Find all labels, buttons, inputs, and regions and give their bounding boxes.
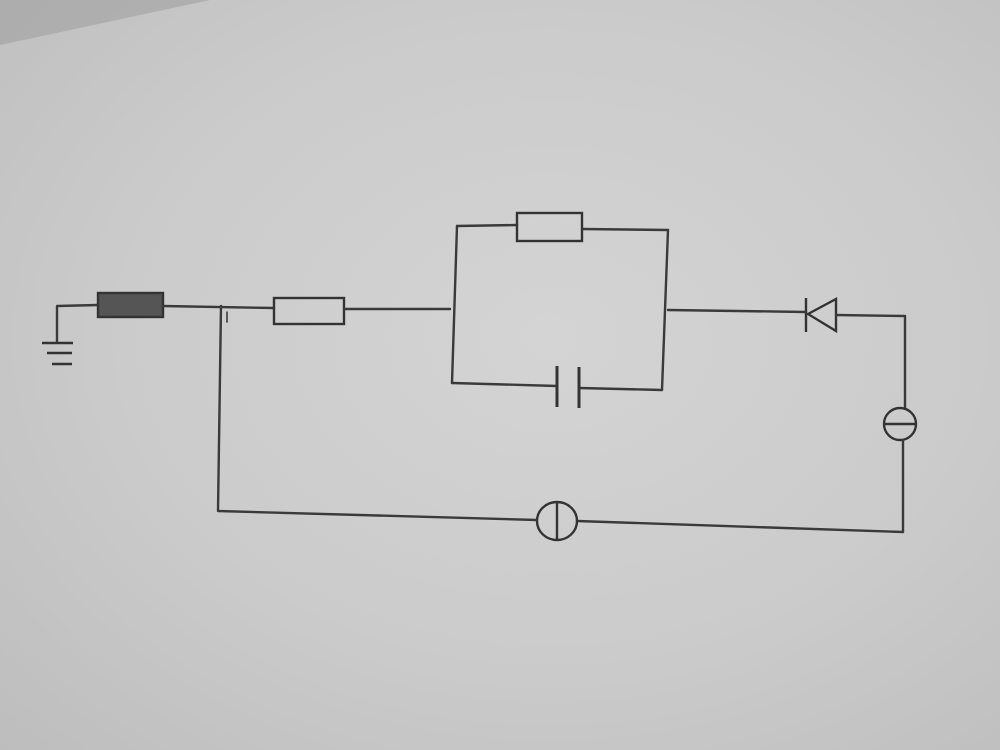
wire-bottom-left [216,304,539,522]
resistor-icon [272,296,346,326]
parallel-right-rail [660,228,670,392]
ground-icon [42,303,100,366]
wire-to-diode [666,308,808,314]
parallel-top-branch [455,223,670,232]
capacitor-icon [555,366,581,408]
wire-right-top [834,313,907,410]
diode-icon [804,296,838,334]
source-icon [882,406,918,442]
fuse-icon [96,291,165,319]
wire-bottom-right [575,519,905,534]
parallel-left-rail [450,224,459,385]
paper-shadow [0,0,210,45]
source-icon [535,500,579,542]
parallel-bottom-branch [450,381,664,392]
wire-top-left [161,304,276,310]
resistor-icon [515,211,584,243]
